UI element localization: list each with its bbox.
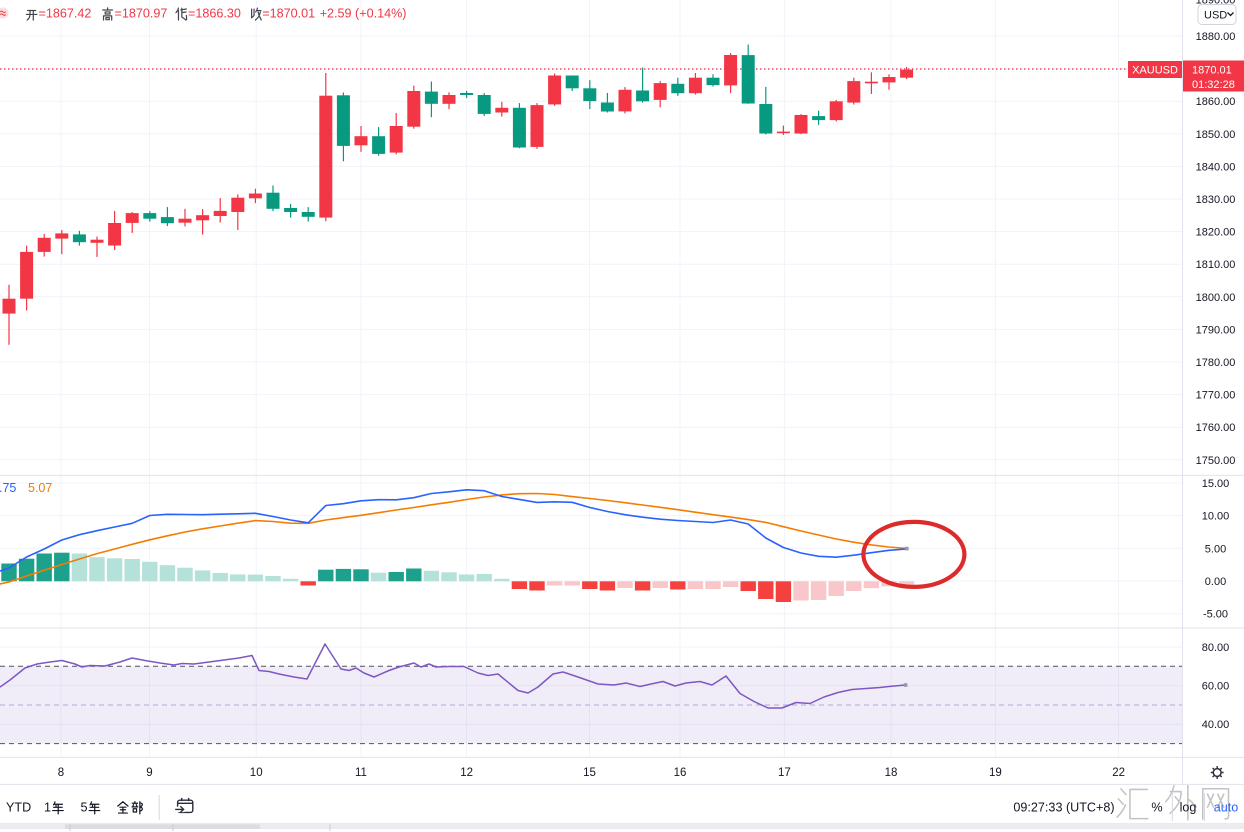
svg-text:5.07: 5.07: [28, 481, 52, 495]
svg-text:5: 5: [81, 801, 88, 815]
svg-text:1830.00: 1830.00: [1196, 194, 1236, 206]
svg-text:auto: auto: [1214, 801, 1239, 815]
svg-text:log: log: [1180, 801, 1197, 815]
svg-text:1810.00: 1810.00: [1196, 259, 1236, 271]
svg-text:1890.00: 1890.00: [1196, 0, 1236, 7]
svg-text:=1867.42: =1867.42: [39, 7, 92, 21]
svg-text:USD: USD: [1204, 10, 1227, 22]
svg-text:17: 17: [778, 767, 791, 779]
svg-text:YTD: YTD: [6, 801, 31, 815]
svg-text:=1870.97: =1870.97: [115, 7, 168, 21]
svg-text:XAUUSD: XAUUSD: [1132, 65, 1178, 77]
svg-text:12: 12: [460, 767, 473, 779]
svg-text:10.00: 10.00: [1202, 511, 1230, 523]
svg-text:9: 9: [146, 767, 152, 779]
svg-text:-5.00: -5.00: [1203, 609, 1228, 621]
svg-text:1760.00: 1760.00: [1196, 422, 1236, 434]
svg-text:+2.59 (+0.14%): +2.59 (+0.14%): [320, 7, 407, 21]
svg-text:1780.00: 1780.00: [1196, 357, 1236, 369]
svg-text:40.00: 40.00: [1202, 719, 1230, 731]
svg-text:1870.01: 1870.01: [1192, 64, 1232, 76]
svg-text:1770.00: 1770.00: [1196, 390, 1236, 402]
svg-text:01:32:28: 01:32:28: [1192, 79, 1235, 91]
svg-text:18: 18: [885, 767, 898, 779]
svg-text:1840.00: 1840.00: [1196, 161, 1236, 173]
svg-text:=1866.30: =1866.30: [188, 7, 241, 21]
svg-text:8: 8: [58, 767, 64, 779]
svg-text:%: %: [1151, 801, 1162, 815]
svg-text:15.00: 15.00: [1202, 478, 1230, 490]
svg-text:1: 1: [44, 801, 51, 815]
svg-text:1800.00: 1800.00: [1196, 292, 1236, 304]
svg-text:10: 10: [250, 767, 263, 779]
svg-text:22: 22: [1112, 767, 1125, 779]
svg-text:1790.00: 1790.00: [1196, 324, 1236, 336]
svg-text:1820.00: 1820.00: [1196, 227, 1236, 239]
svg-text:16: 16: [674, 767, 687, 779]
svg-text:80.00: 80.00: [1202, 642, 1230, 654]
svg-text:1750.00: 1750.00: [1196, 455, 1236, 467]
svg-text:0.00: 0.00: [1205, 576, 1226, 588]
svg-text:11: 11: [355, 767, 367, 779]
svg-text:5.00: 5.00: [1205, 543, 1226, 555]
svg-text:1850.00: 1850.00: [1196, 129, 1236, 141]
svg-text:15: 15: [583, 767, 596, 779]
svg-text:1860.00: 1860.00: [1196, 96, 1236, 108]
svg-text:=1870.01: =1870.01: [262, 7, 315, 21]
svg-text:19: 19: [989, 767, 1002, 779]
svg-text:60.00: 60.00: [1202, 681, 1230, 693]
svg-text:09:27:33 (UTC+8): 09:27:33 (UTC+8): [1013, 801, 1114, 815]
svg-text:.75: .75: [0, 481, 16, 495]
svg-text:1880.00: 1880.00: [1196, 31, 1236, 43]
